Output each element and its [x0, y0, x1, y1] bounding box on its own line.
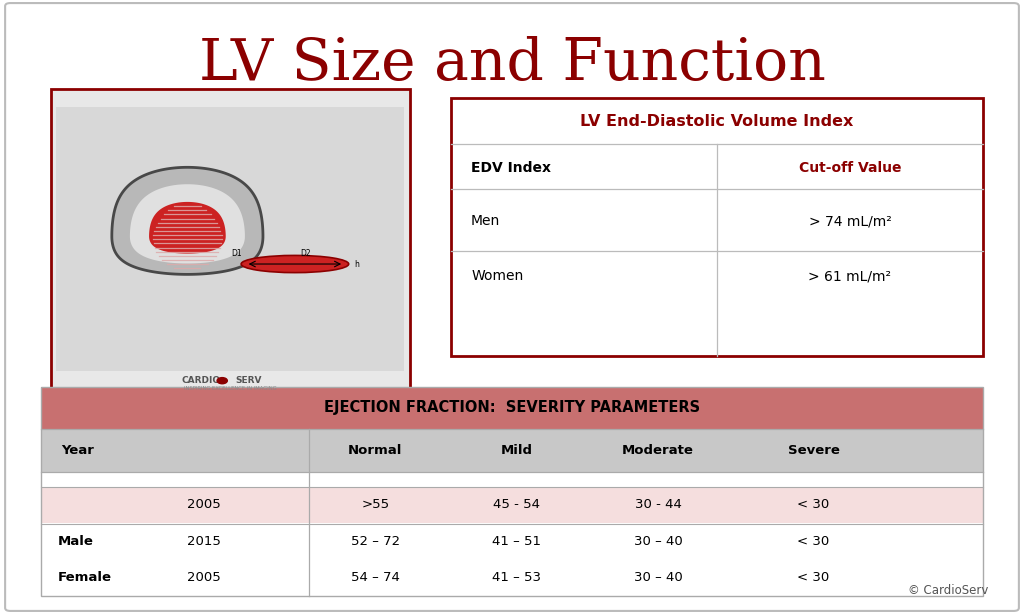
FancyBboxPatch shape	[41, 429, 983, 472]
Point	[211, 219, 223, 227]
Point	[205, 211, 217, 218]
Point	[216, 236, 228, 243]
Point	[207, 256, 219, 263]
Point	[152, 219, 164, 227]
Text: Mild: Mild	[501, 443, 532, 457]
Point	[153, 252, 165, 260]
Point	[155, 215, 167, 222]
Point	[210, 252, 222, 260]
Text: EJECTION FRACTION:  SEVERITY PARAMETERS: EJECTION FRACTION: SEVERITY PARAMETERS	[324, 400, 700, 415]
FancyBboxPatch shape	[56, 107, 404, 371]
Text: Normal: Normal	[348, 443, 402, 457]
Text: 41 – 53: 41 – 53	[493, 570, 542, 584]
Point	[202, 260, 214, 268]
Point	[195, 265, 207, 272]
Text: > 74 mL/m²: > 74 mL/m²	[809, 214, 891, 228]
Text: D2: D2	[300, 249, 310, 258]
Polygon shape	[112, 168, 263, 274]
Text: 2015: 2015	[187, 535, 221, 548]
Text: 30 – 40: 30 – 40	[634, 570, 682, 584]
Point	[214, 244, 226, 251]
FancyBboxPatch shape	[41, 559, 983, 595]
Text: Male: Male	[58, 535, 94, 548]
FancyBboxPatch shape	[5, 3, 1019, 611]
Point	[214, 227, 226, 235]
Point	[146, 231, 159, 239]
Point	[148, 227, 161, 235]
Text: SERV: SERV	[236, 376, 262, 385]
FancyBboxPatch shape	[41, 524, 983, 559]
Polygon shape	[150, 202, 225, 254]
Text: 41 – 51: 41 – 51	[493, 535, 542, 548]
Text: < 30: < 30	[798, 570, 829, 584]
Text: 2005: 2005	[187, 498, 221, 511]
Text: h: h	[354, 260, 359, 268]
Point	[201, 206, 213, 214]
Text: Severe: Severe	[787, 443, 840, 457]
Text: INSPIRING EXCELLENCE IN IMAGING: INSPIRING EXCELLENCE IN IMAGING	[184, 386, 276, 391]
Text: Men: Men	[471, 214, 501, 228]
Text: Women: Women	[471, 270, 523, 283]
Point	[195, 203, 207, 210]
Point	[162, 206, 174, 214]
Text: LV End-Diastolic Volume Index: LV End-Diastolic Volume Index	[581, 114, 853, 129]
FancyBboxPatch shape	[51, 89, 410, 396]
Point	[215, 239, 227, 247]
Text: >55: >55	[361, 498, 389, 511]
Text: 2005: 2005	[187, 570, 221, 584]
Point	[212, 248, 224, 255]
Text: Cut-off Value: Cut-off Value	[799, 161, 901, 174]
Point	[148, 244, 161, 251]
Point	[216, 231, 228, 239]
Point	[150, 223, 162, 230]
Text: 30 – 40: 30 – 40	[634, 535, 682, 548]
Point	[161, 260, 173, 268]
Text: 54 – 74: 54 – 74	[351, 570, 399, 584]
Circle shape	[217, 378, 227, 384]
Text: Moderate: Moderate	[623, 443, 694, 457]
Text: < 30: < 30	[798, 498, 829, 511]
FancyBboxPatch shape	[41, 387, 983, 429]
Text: © CardioServ: © CardioServ	[908, 584, 988, 597]
Point	[146, 236, 159, 243]
Point	[168, 265, 180, 272]
Text: D1: D1	[231, 249, 242, 258]
FancyBboxPatch shape	[451, 98, 983, 356]
Point	[147, 239, 160, 247]
Text: Year: Year	[61, 443, 94, 457]
FancyBboxPatch shape	[41, 487, 983, 523]
Text: > 61 mL/m²: > 61 mL/m²	[808, 270, 892, 283]
Point	[168, 203, 180, 210]
Polygon shape	[130, 184, 245, 263]
Text: 30 - 44: 30 - 44	[635, 498, 681, 511]
Ellipse shape	[242, 255, 348, 273]
Point	[158, 211, 170, 218]
Text: CARDIO: CARDIO	[181, 376, 220, 385]
Point	[208, 215, 220, 222]
Text: < 30: < 30	[798, 535, 829, 548]
Point	[213, 223, 225, 230]
Text: LV Size and Function: LV Size and Function	[199, 36, 825, 93]
Text: Female: Female	[58, 570, 112, 584]
Text: 52 – 72: 52 – 72	[351, 535, 400, 548]
Point	[151, 248, 163, 255]
Point	[156, 256, 168, 263]
Text: 45 - 54: 45 - 54	[494, 498, 541, 511]
Text: EDV Index: EDV Index	[471, 161, 551, 174]
